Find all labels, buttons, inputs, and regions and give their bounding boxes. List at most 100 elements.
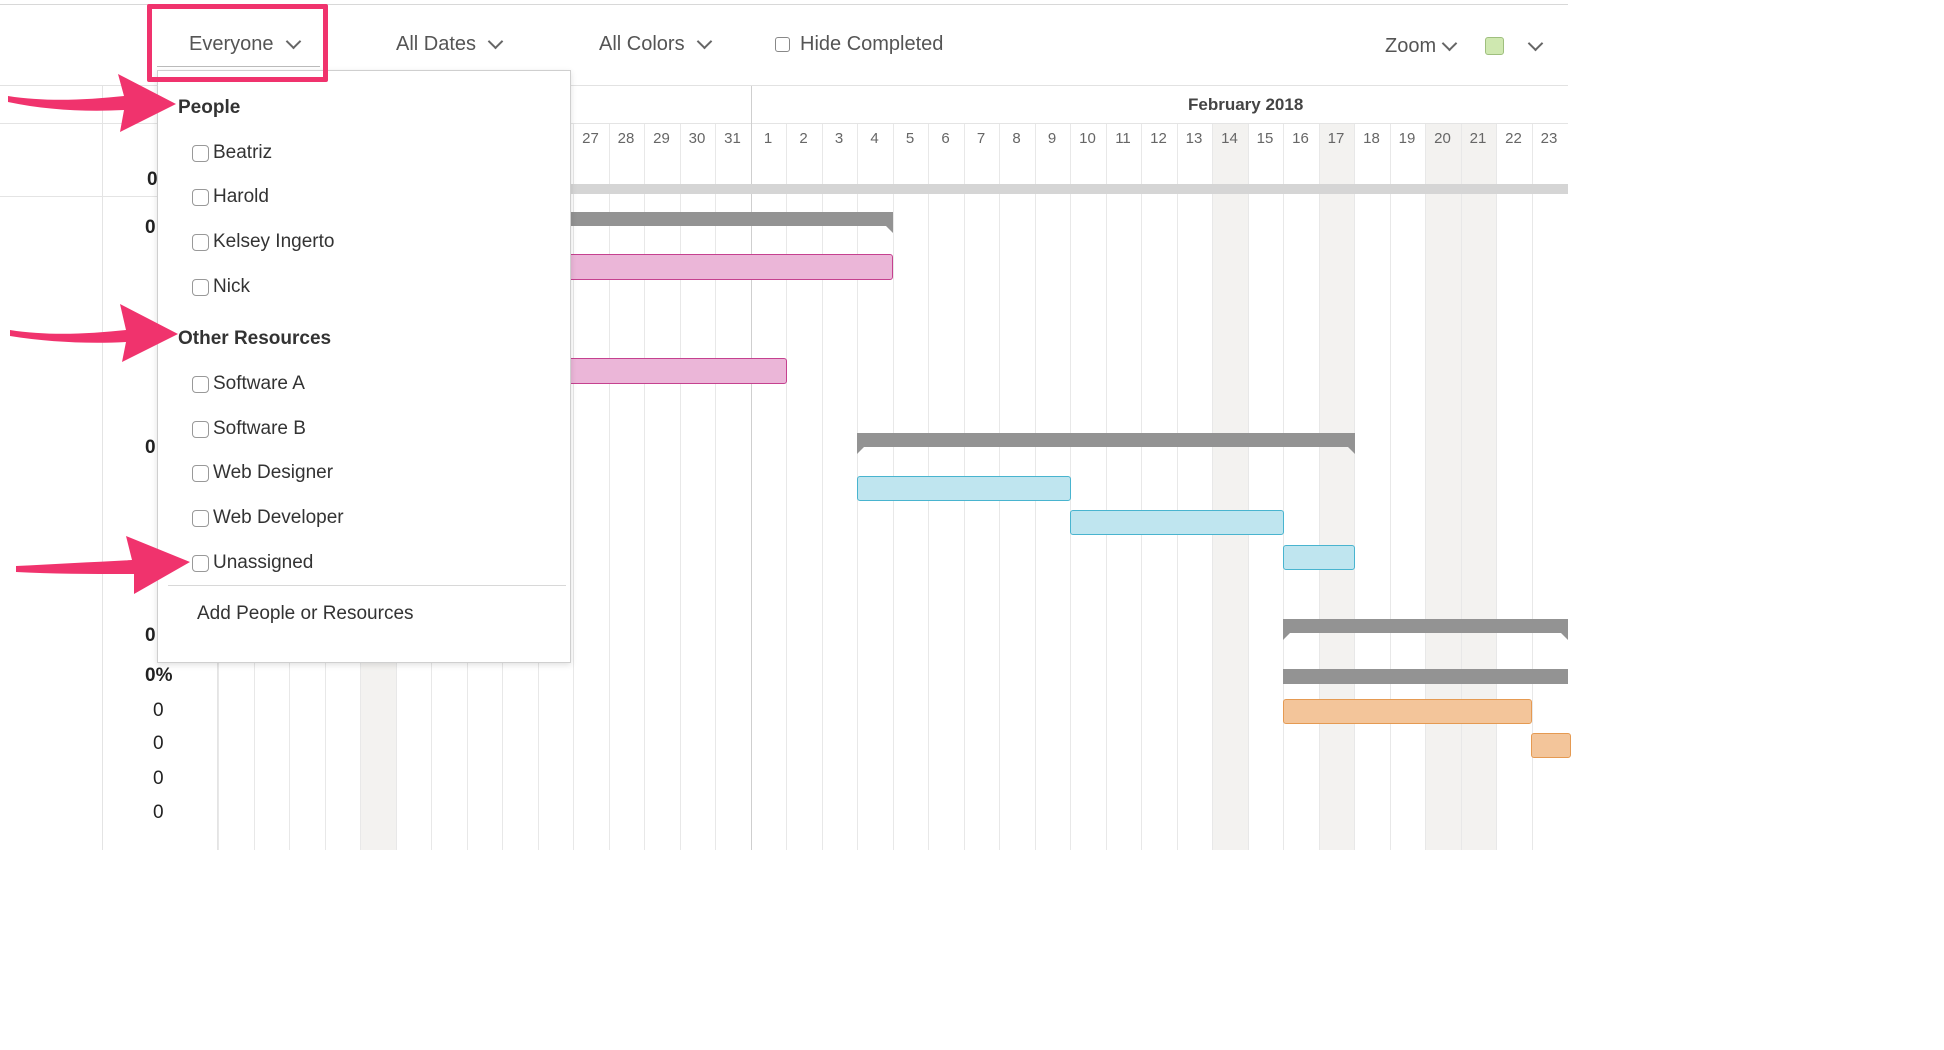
row-percent: 0	[145, 437, 156, 458]
people-filter-dropdown[interactable]: Everyone	[189, 33, 301, 56]
weekend-column	[1460, 124, 1496, 850]
grid-line	[1354, 124, 1355, 850]
menu-item-label: Web Designer	[213, 462, 334, 483]
annotation-arrow-icon	[16, 536, 190, 594]
row-percent: 0	[153, 802, 164, 823]
menu-item-software-a[interactable]: Software A	[192, 373, 305, 395]
day-label: 14	[1221, 130, 1238, 147]
menu-item-label: Software A	[213, 373, 305, 394]
dates-filter-dropdown[interactable]: All Dates	[396, 33, 504, 56]
row-percent: 0	[147, 169, 158, 190]
colors-filter-dropdown[interactable]: All Colors	[599, 33, 712, 56]
hide-completed-toggle[interactable]: Hide Completed	[775, 33, 943, 56]
menu-item-beatriz[interactable]: Beatriz	[192, 142, 272, 164]
chevron-down-icon	[696, 33, 712, 50]
task-bar[interactable]	[857, 476, 1071, 501]
grid-line	[1247, 124, 1249, 850]
day-label: 19	[1398, 130, 1416, 147]
header-divider	[0, 123, 1568, 124]
day-label: 29	[653, 130, 670, 147]
checkbox[interactable]	[192, 509, 209, 527]
grid-line	[1531, 124, 1533, 850]
day-label: 13	[1185, 130, 1203, 147]
checkbox[interactable]	[192, 278, 209, 296]
checkbox[interactable]	[192, 144, 209, 162]
day-label: 31	[724, 130, 741, 147]
menu-item-label: Harold	[213, 186, 269, 207]
grid-line	[1176, 124, 1178, 850]
task-bar[interactable]	[1283, 699, 1532, 724]
day-label: 4	[870, 130, 879, 147]
grid-line	[1283, 124, 1284, 850]
month-separator	[751, 86, 752, 850]
day-label: 15	[1256, 130, 1274, 147]
day-label: 30	[688, 130, 706, 147]
menu-item-label: Software B	[213, 418, 306, 439]
weekend-column	[1212, 124, 1248, 850]
day-label: 5	[905, 130, 915, 147]
row-percent: 0	[145, 217, 156, 238]
dates-filter-label: All Dates	[396, 33, 477, 55]
menu-item-web-designer[interactable]: Web Designer	[192, 462, 333, 484]
checkbox[interactable]	[192, 420, 209, 438]
task-bar[interactable]	[1283, 545, 1355, 570]
summary-bar[interactable]	[1283, 669, 1568, 684]
day-label: 20	[1434, 130, 1451, 147]
annotation-arrow-icon	[8, 74, 176, 132]
day-label: 27	[582, 130, 599, 147]
grid-line	[644, 124, 645, 850]
grid-line	[821, 124, 823, 850]
checkbox[interactable]	[192, 464, 209, 482]
left-header-divider	[0, 196, 218, 197]
day-label: 8	[1012, 130, 1021, 147]
day-label: 9	[1047, 130, 1057, 147]
people-filter-underline	[157, 66, 320, 67]
menu-item-nick[interactable]: Nick	[192, 276, 250, 298]
left-column-divider	[102, 86, 103, 850]
other-resources-heading: Other Resources	[178, 328, 332, 349]
hide-completed-label: Hide Completed	[800, 33, 944, 55]
zoom-dropdown[interactable]: Zoom	[1385, 35, 1458, 58]
menu-item-unassigned[interactable]: Unassigned	[192, 552, 313, 574]
people-heading: People	[178, 97, 241, 118]
menu-item-label: Nick	[213, 276, 250, 297]
menu-item-web-developer[interactable]: Web Developer	[192, 507, 344, 529]
checkbox[interactable]	[192, 375, 209, 393]
summary-bar[interactable]	[560, 212, 893, 233]
grid-line	[1389, 124, 1391, 850]
grid-line	[573, 124, 574, 850]
chevron-down-icon	[1441, 35, 1458, 52]
add-people-or-resources-link[interactable]: Add People or Resources	[197, 603, 414, 624]
day-label: 10	[1079, 130, 1096, 147]
grid-line	[786, 124, 787, 850]
day-label: 7	[976, 130, 986, 147]
people-filter-label: Everyone	[189, 33, 274, 55]
summary-bar[interactable]	[857, 433, 1355, 454]
grid-line	[608, 124, 610, 850]
day-label: 18	[1363, 130, 1380, 147]
menu-item-harold[interactable]: Harold	[192, 186, 269, 208]
grid-line	[715, 124, 716, 850]
menu-item-software-b[interactable]: Software B	[192, 418, 306, 440]
color-scheme-dropdown[interactable]	[1485, 35, 1544, 55]
checkbox[interactable]	[192, 188, 209, 206]
task-bar[interactable]	[555, 358, 787, 384]
menu-item-kelsey-ingerto[interactable]: Kelsey Ingerto	[192, 231, 334, 253]
hide-completed-checkbox[interactable]	[775, 37, 790, 52]
day-label: 12	[1150, 130, 1167, 147]
grid-line	[679, 124, 681, 850]
task-bar[interactable]	[555, 254, 893, 280]
menu-item-label: Unassigned	[213, 552, 314, 573]
day-label: 1	[763, 130, 773, 147]
summary-bar[interactable]	[1283, 619, 1568, 640]
colors-filter-label: All Colors	[599, 33, 685, 55]
row-percent: 0	[153, 700, 164, 721]
weekend-column	[1425, 124, 1461, 850]
day-label: 16	[1292, 130, 1309, 147]
checkbox[interactable]	[192, 554, 209, 572]
task-bar[interactable]	[1070, 510, 1284, 535]
checkbox[interactable]	[192, 233, 209, 251]
menu-item-label: Web Developer	[213, 507, 344, 528]
day-label: 17	[1327, 130, 1345, 147]
task-bar[interactable]	[1531, 733, 1571, 758]
